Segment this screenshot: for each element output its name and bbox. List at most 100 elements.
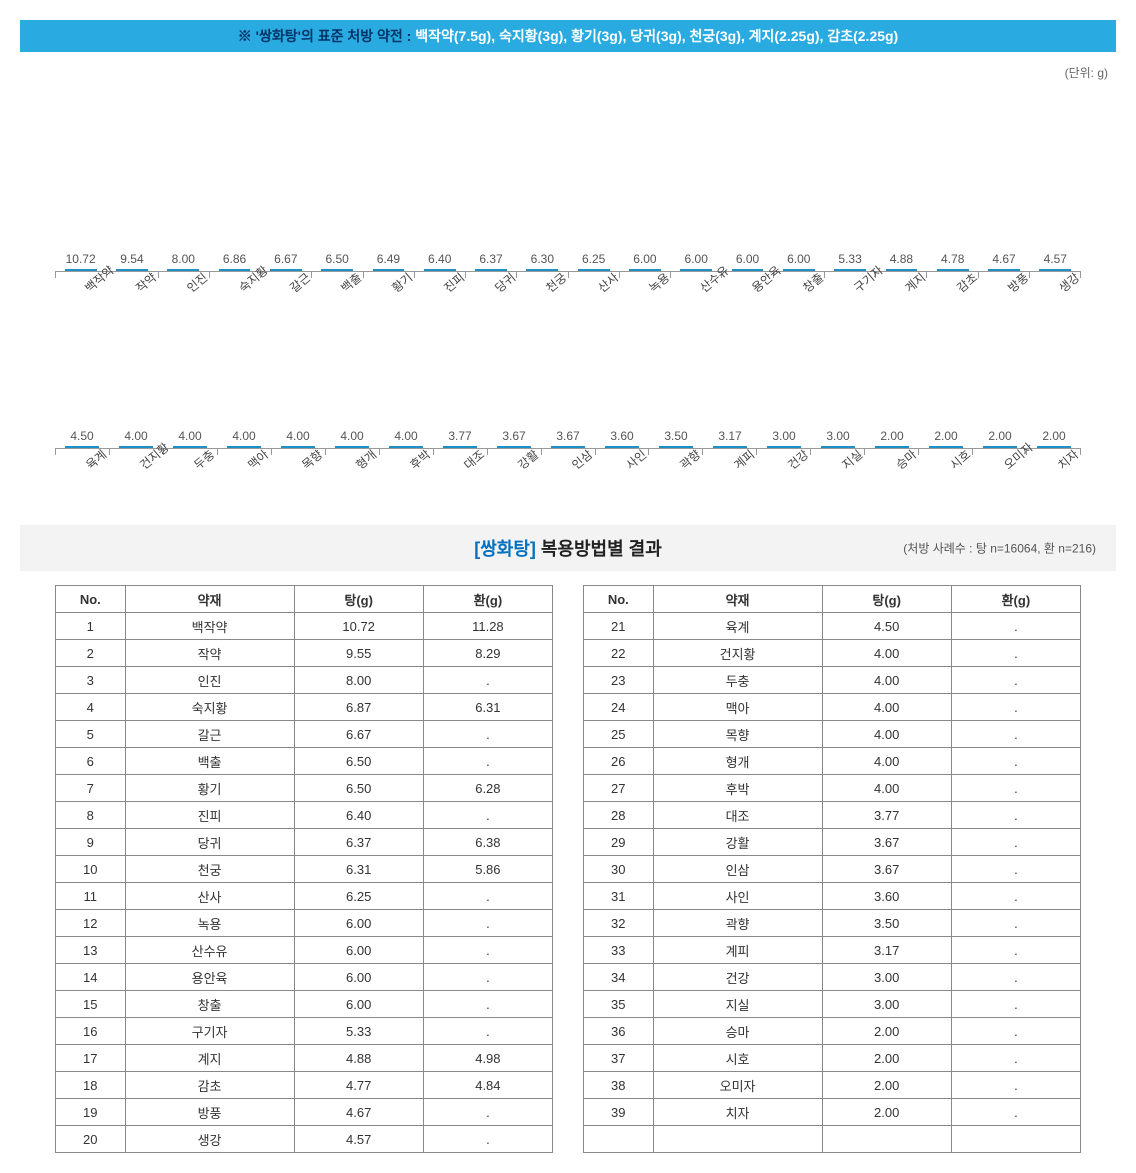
bar-col: 4.00형개 (325, 429, 379, 448)
bar (270, 269, 302, 271)
cell-tang: 4.00 (822, 721, 951, 748)
cell-hwan: . (951, 640, 1080, 667)
cell-hwan: 4.98 (423, 1045, 552, 1072)
table-row: 16구기자5.33. (56, 1018, 553, 1045)
banner-prefix: ※ '쌍화탕'의 표준 처방 약전 : (238, 28, 412, 44)
bar (173, 446, 206, 448)
bar-col: 4.57생강 (1030, 252, 1081, 271)
bar (526, 269, 558, 271)
bar (680, 269, 712, 271)
cell-name: 황기 (125, 775, 294, 802)
bar-value: 3.67 (556, 429, 579, 443)
section-title-rest: 복용방법별 결과 (536, 539, 662, 559)
cell-hwan: 11.28 (423, 613, 552, 640)
cell-tang: 3.77 (822, 802, 951, 829)
cell-no: 28 (584, 802, 654, 829)
bar (65, 269, 97, 271)
bar-col: 3.67강활 (487, 429, 541, 448)
bar-col: 9.54작약 (106, 252, 157, 271)
table-row: 8진피6.40. (56, 802, 553, 829)
table-row: 4숙지황6.876.31 (56, 694, 553, 721)
cell-hwan: . (423, 667, 552, 694)
cell-name: 두충 (653, 667, 822, 694)
bar-col: 6.25산사 (568, 252, 619, 271)
bar (834, 269, 866, 271)
cell-name: 천궁 (125, 856, 294, 883)
bar-col: 5.33구기자 (824, 252, 875, 271)
th-no: No. (56, 586, 126, 613)
bar-col: 6.37당귀 (465, 252, 516, 271)
cell-no: 38 (584, 1072, 654, 1099)
bar-col: 6.49황기 (363, 252, 414, 271)
bar (281, 446, 314, 448)
cell-no: 18 (56, 1072, 126, 1099)
cell-no: 9 (56, 829, 126, 856)
cell-hwan: 6.38 (423, 829, 552, 856)
bar (821, 446, 854, 448)
standard-prescription-banner: ※ '쌍화탕'의 표준 처방 약전 : 백작약(7.5g), 숙지황(3g), … (20, 20, 1116, 52)
cell-name: 계지 (125, 1045, 294, 1072)
cell-name: 작약 (125, 640, 294, 667)
bar-value: 4.50 (70, 429, 93, 443)
bar-value: 8.00 (172, 252, 195, 266)
cell-no: 27 (584, 775, 654, 802)
section-title-bracket: [쌍화탕] (474, 539, 536, 559)
cell-name: 구기자 (125, 1018, 294, 1045)
cell-tang: 4.00 (822, 667, 951, 694)
bar (929, 446, 962, 448)
table-row: 5갈근6.67. (56, 721, 553, 748)
cell-tang: 6.50 (294, 775, 423, 802)
bar (227, 446, 260, 448)
cell-hwan: . (423, 802, 552, 829)
cell-tang: 9.55 (294, 640, 423, 667)
table-row: 11산사6.25. (56, 883, 553, 910)
cell-name: 인삼 (653, 856, 822, 883)
cell-name: 강활 (653, 829, 822, 856)
bar-col: 4.00건지황 (109, 429, 163, 448)
cell-no: 39 (584, 1099, 654, 1126)
cell-hwan: . (423, 1126, 552, 1153)
bar-value: 6.86 (223, 252, 246, 266)
table-row: 29강활3.67. (584, 829, 1081, 856)
cell-name: 진피 (125, 802, 294, 829)
bar-col: 3.67인삼 (541, 429, 595, 448)
table-row: 26형개4.00. (584, 748, 1081, 775)
table-row: 25목향4.00. (584, 721, 1081, 748)
cell-tang: 8.00 (294, 667, 423, 694)
cell-name: 산사 (125, 883, 294, 910)
chart-1-wrap: 10.72백작약9.54작약8.00인진6.86숙지황6.67갈근6.50백출6… (55, 91, 1081, 278)
cell-name: 지실 (653, 991, 822, 1018)
th-name: 약재 (653, 586, 822, 613)
bar-col: 3.00건강 (757, 429, 811, 448)
table-row: 35지실3.00. (584, 991, 1081, 1018)
table-row: 14용안육6.00. (56, 964, 553, 991)
cell-name: 당귀 (125, 829, 294, 856)
cell-no: 33 (584, 937, 654, 964)
cell-no: 14 (56, 964, 126, 991)
cell-hwan: . (951, 748, 1080, 775)
table-row: 32곽향3.50. (584, 910, 1081, 937)
table-row: 18감초4.774.84 (56, 1072, 553, 1099)
bar (335, 446, 368, 448)
result-tables: No. 약재 탕(g) 환(g) 1백작약10.7211.282작약9.558.… (55, 585, 1081, 1153)
bar-value: 6.40 (428, 252, 451, 266)
cell-hwan: . (951, 613, 1080, 640)
bar-col: 2.00오미자 (973, 429, 1027, 448)
cell-name: 인진 (125, 667, 294, 694)
cell-hwan: . (423, 748, 552, 775)
bar-col: 6.67갈근 (260, 252, 311, 271)
bar-value: 4.00 (340, 429, 363, 443)
bar-value: 4.00 (286, 429, 309, 443)
bar-value: 4.00 (178, 429, 201, 443)
bar-value: 3.00 (826, 429, 849, 443)
cell-no: 31 (584, 883, 654, 910)
cell-hwan: . (951, 883, 1080, 910)
cell-hwan: . (951, 1045, 1080, 1072)
cell-tang: 4.67 (294, 1099, 423, 1126)
cell-tang: 2.00 (822, 1018, 951, 1045)
cell-name: 감초 (125, 1072, 294, 1099)
cell-hwan: . (423, 883, 552, 910)
th-tang: 탕(g) (294, 586, 423, 613)
cell-name: 건지황 (653, 640, 822, 667)
bar-value: 3.60 (610, 429, 633, 443)
